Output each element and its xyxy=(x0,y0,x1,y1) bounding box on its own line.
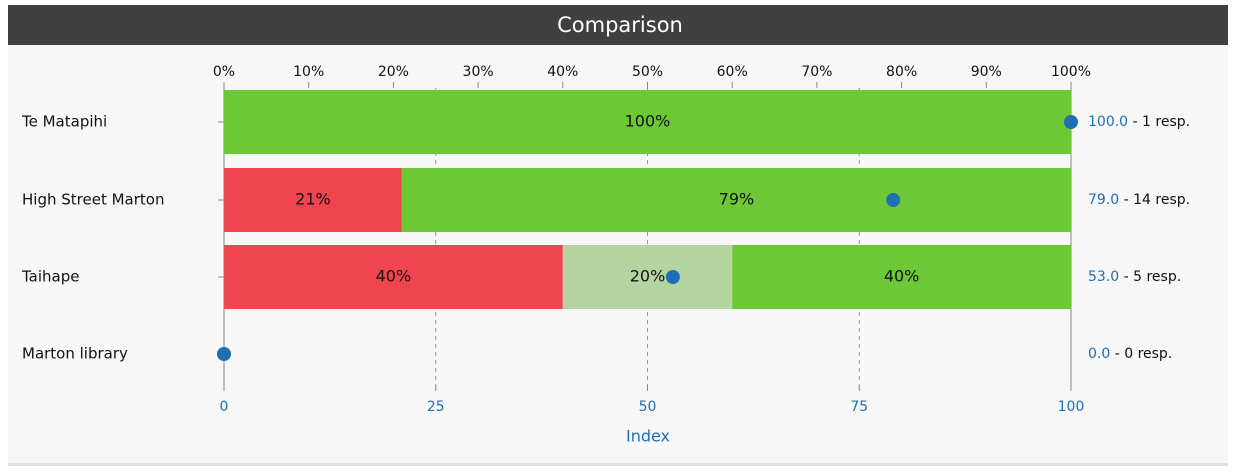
index-label: 0.0 xyxy=(1088,346,1110,362)
bar-segment xyxy=(224,90,1071,154)
x-tick-label: 100% xyxy=(1051,64,1091,80)
right-label: 53.0 - 5 resp. xyxy=(1088,269,1181,285)
x2-tick-label: 0 xyxy=(220,399,229,415)
index-dot xyxy=(217,347,231,361)
responses-label: - 0 resp. xyxy=(1115,346,1173,362)
bar-segment xyxy=(401,168,1071,232)
category-label: Te Matapihi xyxy=(21,113,107,131)
right-label: 100.0 - 1 resp. xyxy=(1088,114,1190,130)
x2-tick-label: 100 xyxy=(1058,399,1085,415)
x2-tick-label: 25 xyxy=(427,399,445,415)
data-label: 40% xyxy=(884,267,920,286)
x-tick-label: 70% xyxy=(801,64,832,80)
bottom-border xyxy=(8,463,1228,466)
right-label: 79.0 - 14 resp. xyxy=(1088,192,1190,208)
right-label: 0.0 - 0 resp. xyxy=(1088,346,1172,362)
chart-title: Comparison xyxy=(557,13,683,37)
x2-tick-label: 50 xyxy=(639,399,657,415)
responses-label: - 5 resp. xyxy=(1124,269,1182,285)
x-tick-label: 20% xyxy=(378,64,409,80)
x-tick-label: 90% xyxy=(971,64,1002,80)
x2-axis-label: Index xyxy=(626,427,670,446)
index-dot xyxy=(1064,115,1078,129)
x-tick-label: 50% xyxy=(632,64,663,80)
x-tick-label: 60% xyxy=(717,64,748,80)
responses-label: - 14 resp. xyxy=(1124,192,1190,208)
data-label: 21% xyxy=(295,190,331,209)
category-label: Marton library xyxy=(22,345,128,363)
x-tick-label: 0% xyxy=(213,64,235,80)
x-tick-label: 30% xyxy=(463,64,494,80)
index-label: 100.0 xyxy=(1088,114,1128,130)
responses-label: - 1 resp. xyxy=(1133,114,1191,130)
header xyxy=(8,5,1228,45)
index-label: 79.0 xyxy=(1088,192,1119,208)
index-label: 53.0 xyxy=(1088,269,1119,285)
x-tick-label: 80% xyxy=(886,64,917,80)
category-label: Taihape xyxy=(21,268,80,286)
category-label: High Street Marton xyxy=(22,191,164,209)
x-tick-label: 10% xyxy=(293,64,324,80)
index-dot xyxy=(886,193,901,207)
data-label: 100% xyxy=(625,112,671,131)
bar-segment xyxy=(224,245,563,309)
x2-tick-label: 75 xyxy=(850,399,868,415)
data-label: 20% xyxy=(630,267,666,286)
data-label: 79% xyxy=(719,190,755,209)
index-dot xyxy=(665,270,680,284)
bar-segment xyxy=(732,245,1071,309)
bar-segment xyxy=(562,245,733,309)
panel xyxy=(8,5,1228,463)
x-tick-label: 40% xyxy=(547,64,578,80)
data-label: 40% xyxy=(376,267,412,286)
bar-segment xyxy=(224,168,402,232)
